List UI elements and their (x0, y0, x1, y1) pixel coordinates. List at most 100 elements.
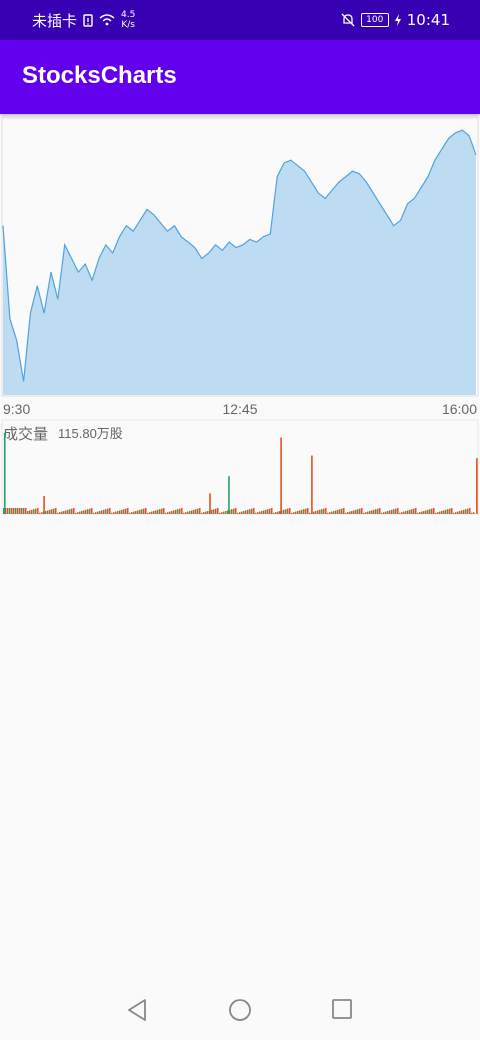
volume-bar (323, 508, 325, 514)
volume-bar (117, 511, 119, 514)
stock-chart[interactable]: 9:30 12:45 16:00 成交量 115.80万股 (0, 114, 480, 534)
volume-bar (149, 512, 151, 514)
volume-bar (399, 512, 401, 514)
volume-bar (31, 509, 33, 514)
volume-bar (169, 511, 171, 514)
volume-bar (113, 512, 115, 514)
volume-bar (303, 509, 305, 514)
volume-bar (245, 510, 247, 514)
volume-bar (409, 509, 411, 514)
volume-bar (13, 508, 15, 514)
volume-bar (47, 510, 49, 514)
volume-bar (79, 511, 81, 514)
volume-value: 115.80万股 (58, 426, 123, 441)
volume-bar (369, 511, 371, 514)
volume-bar (247, 509, 249, 514)
volume-bar (415, 508, 417, 514)
volume-bar (413, 508, 415, 514)
volume-bar (447, 509, 449, 514)
volume-spike (311, 455, 313, 514)
volume-bar (23, 508, 25, 514)
volume-bar (473, 512, 475, 514)
volume-bar (299, 510, 301, 514)
volume-bar (249, 509, 251, 514)
volume-bar (259, 511, 261, 514)
volume-bar (139, 509, 141, 514)
volume-bar (309, 512, 311, 514)
recents-button[interactable] (331, 998, 353, 1020)
volume-bar (81, 511, 83, 514)
volume-bar (285, 509, 287, 514)
volume-bar (71, 508, 73, 514)
volume-bar (83, 510, 85, 514)
volume-bar (197, 508, 199, 514)
back-icon (128, 999, 146, 1021)
volume-bar (287, 508, 289, 514)
volume-bar (343, 508, 345, 514)
volume-bar (387, 511, 389, 514)
volume-bar (153, 511, 155, 514)
volume-bar (395, 508, 397, 514)
volume-bar (221, 512, 223, 514)
volume-bar (7, 508, 9, 514)
volume-bar (65, 510, 67, 514)
volume-bar (19, 508, 21, 514)
volume-bar (459, 511, 461, 514)
volume-bar (93, 512, 95, 514)
volume-bar (129, 512, 131, 514)
volume-bar (401, 512, 403, 514)
volume-bar (463, 509, 465, 514)
volume-bar (201, 512, 203, 514)
volume-spike (280, 437, 282, 514)
volume-bar (277, 511, 279, 514)
volume-bar (133, 511, 135, 514)
volume-bar (403, 511, 405, 514)
volume-bar (265, 509, 267, 514)
sim-icon (83, 13, 93, 27)
clock: 10:41 (406, 11, 450, 29)
price-area (3, 130, 476, 395)
volume-bar (173, 510, 175, 514)
volume-bar (63, 511, 65, 514)
volume-bar (101, 510, 103, 514)
volume-bar (99, 511, 101, 514)
volume-bar (443, 510, 445, 514)
volume-bar (59, 512, 61, 514)
volume-bar (319, 509, 321, 514)
x-tick-mid: 12:45 (222, 401, 257, 417)
volume-bar (61, 511, 63, 514)
volume-bar (255, 512, 257, 514)
volume-bar (383, 512, 385, 514)
volume-spike (43, 496, 45, 514)
volume-bar (365, 512, 367, 514)
volume-bar (213, 509, 215, 514)
volume-bar (27, 511, 29, 514)
app-bar: StocksCharts (0, 40, 480, 114)
volume-bar (231, 509, 233, 514)
volume-bar (207, 511, 209, 514)
volume-bar (279, 511, 281, 514)
volume-bar (87, 509, 89, 514)
volume-bar (9, 508, 11, 514)
home-button[interactable] (228, 998, 252, 1022)
volume-bar (85, 509, 87, 514)
volume-bar (457, 511, 459, 514)
volume-bars (3, 433, 478, 514)
navigation-bar (0, 984, 480, 1040)
volume-bar (353, 510, 355, 514)
volume-bar (251, 508, 253, 514)
volume-bar (271, 508, 273, 514)
volume-bar (257, 512, 259, 514)
volume-spike (228, 476, 230, 514)
page-title: StocksCharts (22, 62, 177, 89)
volume-bar (363, 512, 365, 514)
volume-bar (77, 512, 79, 514)
volume-bar (321, 509, 323, 514)
volume-bar (183, 512, 185, 514)
volume-bar (115, 511, 117, 514)
volume-bar (337, 509, 339, 514)
volume-bar (37, 508, 39, 514)
back-button[interactable] (126, 998, 148, 1022)
volume-bar (267, 509, 269, 514)
volume-bar (331, 511, 333, 514)
